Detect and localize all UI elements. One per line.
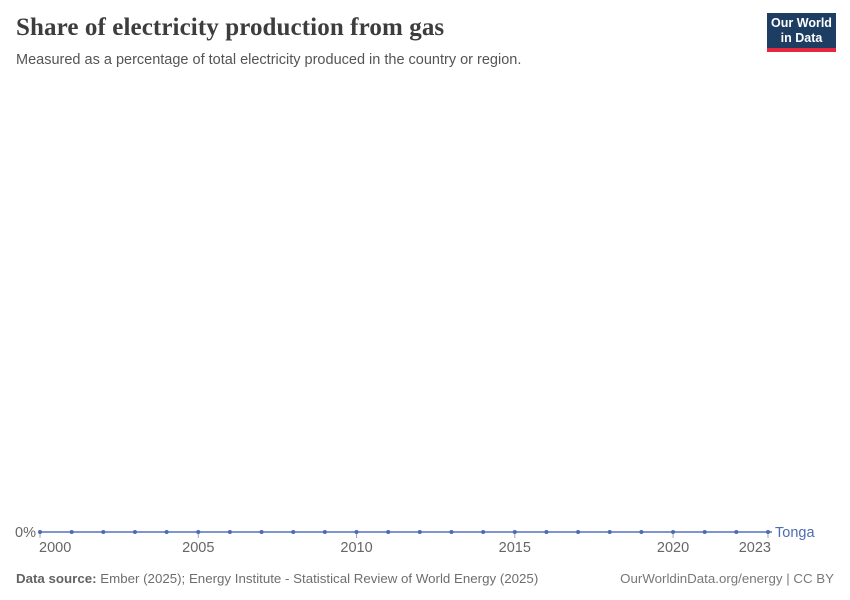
data-point[interactable] — [671, 530, 676, 534]
data-point[interactable] — [132, 530, 137, 534]
data-point[interactable] — [639, 530, 644, 534]
data-point[interactable] — [38, 530, 42, 534]
x-axis-label: 2000 — [39, 540, 71, 556]
chart-subtitle: Measured as a percentage of total electr… — [16, 52, 522, 68]
series-tonga[interactable]: Tonga — [38, 525, 815, 541]
owid-logo[interactable]: Our World in Data — [767, 13, 836, 52]
data-point[interactable] — [69, 530, 74, 534]
owid-url-license-link[interactable]: OurWorldinData.org/energy | CC BY — [620, 571, 834, 586]
data-point[interactable] — [607, 530, 612, 534]
data-point[interactable] — [227, 530, 232, 534]
x-axis-label: 2020 — [657, 540, 689, 556]
data-source-note: Data source: Ember (2025); Energy Instit… — [16, 571, 538, 586]
data-point[interactable] — [544, 530, 549, 534]
data-point[interactable] — [101, 530, 106, 534]
series-entity-label[interactable]: Tonga — [775, 525, 815, 541]
y-axis-label: 0% — [15, 525, 36, 541]
chart-canvas: 2000 2005 2010 2015 2020 2023 0% Tonga — [15, 525, 815, 556]
owid-logo-line2: in Data — [780, 31, 823, 45]
data-point[interactable] — [417, 530, 422, 534]
data-point[interactable] — [449, 530, 454, 534]
x-axis-label: 2023 — [739, 540, 771, 556]
x-axis-label: 2015 — [499, 540, 531, 556]
data-source-text: Ember (2025); Energy Institute - Statist… — [96, 571, 539, 586]
data-point[interactable] — [386, 530, 391, 534]
data-point[interactable] — [481, 530, 486, 534]
x-axis-label: 2005 — [182, 540, 214, 556]
owid-logo-line1: Our World — [771, 16, 832, 30]
data-point[interactable] — [164, 530, 169, 534]
data-point[interactable] — [196, 530, 201, 534]
data-point[interactable] — [354, 530, 359, 534]
data-point[interactable] — [702, 530, 707, 534]
data-point[interactable] — [259, 530, 264, 534]
data-point[interactable] — [766, 530, 770, 534]
x-axis-label: 2010 — [340, 540, 372, 556]
chart-title: Share of electricity production from gas — [16, 14, 445, 41]
data-point[interactable] — [322, 530, 327, 534]
data-source-label: Data source: — [16, 571, 97, 586]
chart-footer: Data source: Ember (2025); Energy Instit… — [0, 571, 850, 586]
data-point[interactable] — [576, 530, 581, 534]
data-point[interactable] — [734, 530, 739, 534]
data-point[interactable] — [512, 530, 517, 534]
data-point[interactable] — [291, 530, 296, 534]
